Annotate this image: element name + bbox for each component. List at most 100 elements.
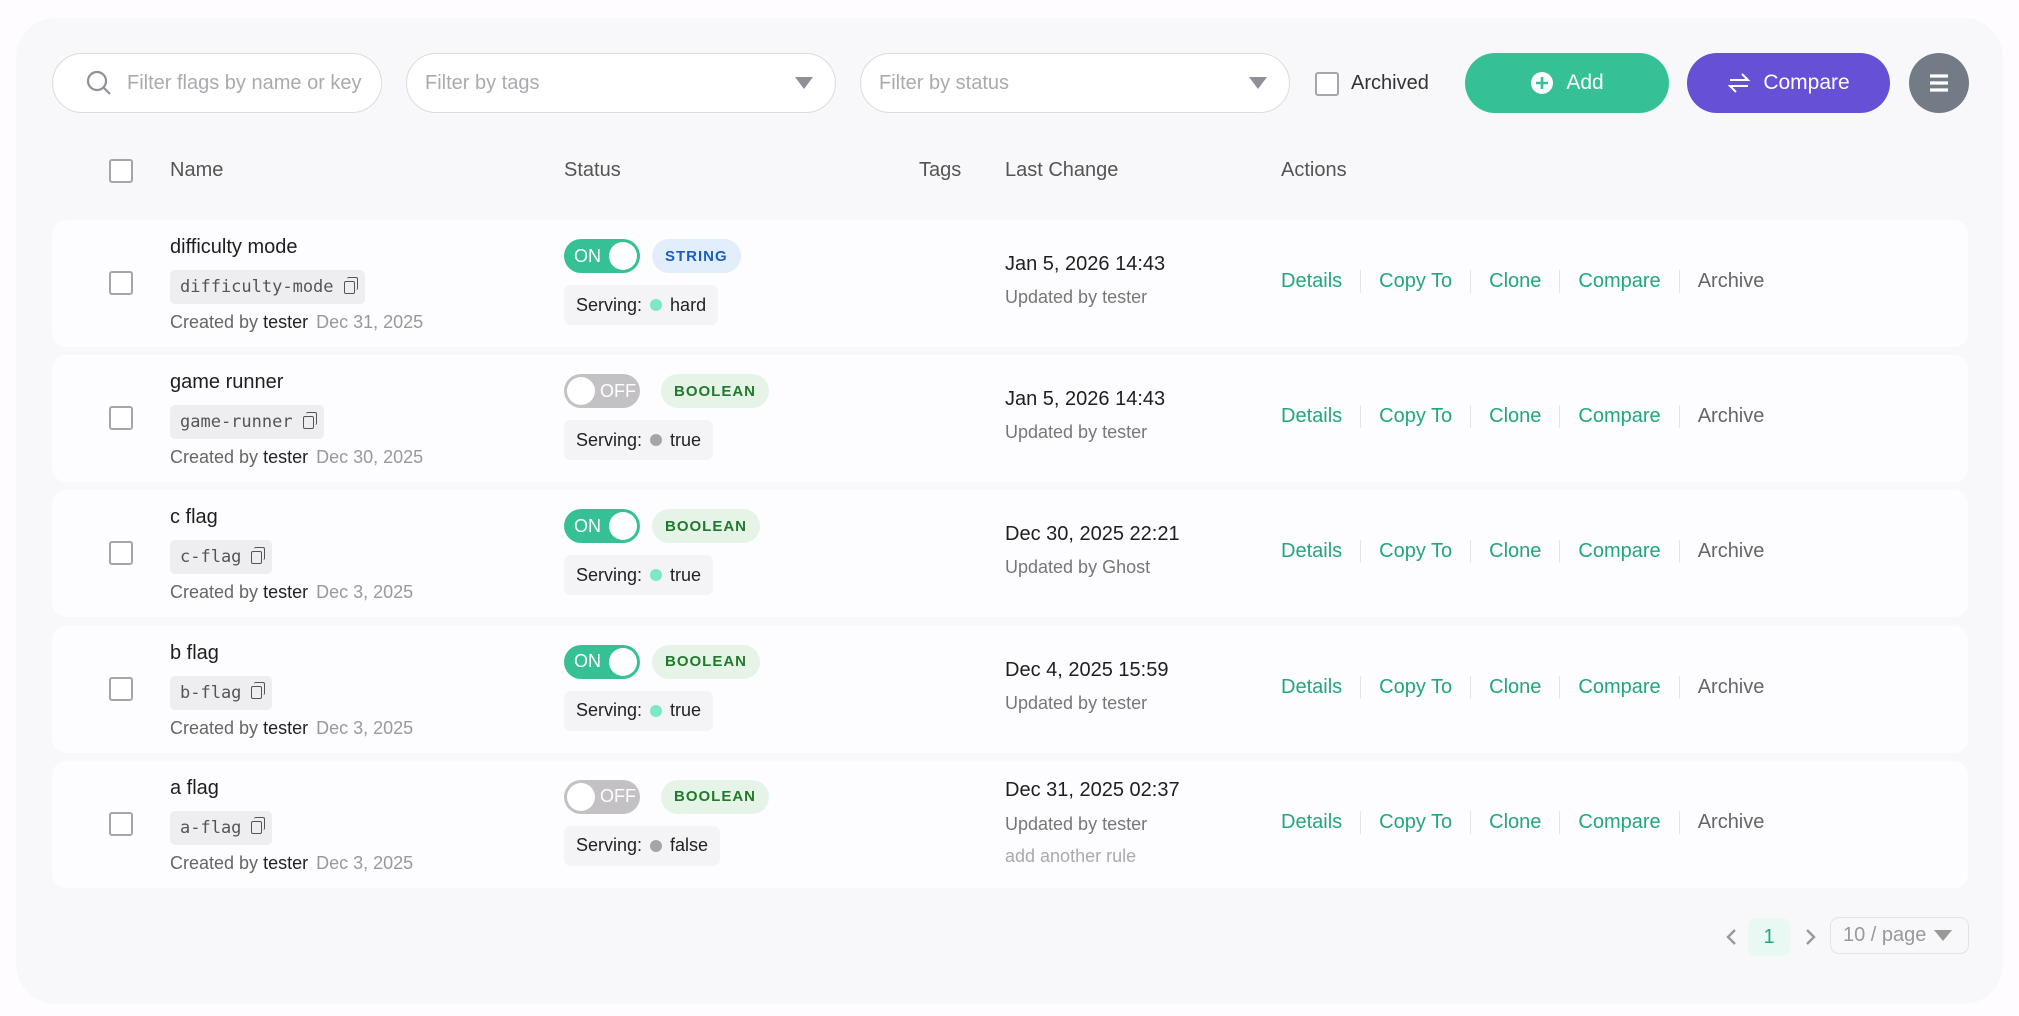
action-clone-link[interactable]: Clone	[1470, 405, 1559, 429]
status-toggle[interactable]: OFF	[564, 779, 640, 814]
action-details-link[interactable]: Details	[1281, 270, 1343, 292]
action-archive-link[interactable]: Archive	[1678, 810, 1783, 834]
compare-label: Compare	[1763, 71, 1850, 94]
action-copy-to-link[interactable]: Copy To	[1360, 810, 1470, 834]
status-filter[interactable]: Filter by status	[860, 53, 1290, 113]
tags-filter[interactable]: Filter by tags	[406, 53, 836, 113]
page-size-select[interactable]: 10 / page	[1830, 917, 1969, 954]
action-clone-link[interactable]: Clone	[1470, 675, 1559, 699]
hamburger-icon	[1930, 74, 1948, 92]
row-actions: Details Copy To Clone Compare Archive	[1281, 540, 1783, 564]
action-archive-link[interactable]: Archive	[1678, 270, 1783, 293]
row-actions: Details Copy To Clone Compare Archive	[1281, 810, 1783, 834]
action-clone-link[interactable]: Clone	[1470, 540, 1559, 564]
action-copy-to-link[interactable]: Copy To	[1360, 405, 1470, 429]
copy-icon[interactable]	[251, 682, 266, 700]
action-archive-link[interactable]: Archive	[1678, 405, 1783, 429]
table-row: b flag b-flag Created by tester Dec 3, 20…	[52, 625, 1968, 753]
row-checkbox[interactable]	[109, 271, 133, 295]
created-by: tester	[263, 447, 309, 468]
action-details-link[interactable]: Details	[1281, 810, 1343, 833]
flag-name[interactable]: game runner	[170, 371, 284, 394]
table-row: difficulty mode difficulty-mode Created …	[52, 220, 1968, 347]
action-details-link[interactable]: Details	[1281, 540, 1343, 563]
page-1-button[interactable]: 1	[1748, 918, 1790, 956]
prev-page-button[interactable]	[1722, 924, 1742, 950]
menu-button[interactable]	[1909, 53, 1969, 113]
flag-key: b-flag	[180, 682, 242, 703]
flag-key-chip: c-flag	[170, 540, 273, 575]
chevron-left-icon	[1726, 929, 1736, 945]
serving-dot	[650, 569, 663, 582]
action-details-link[interactable]: Details	[1281, 405, 1343, 428]
copy-icon[interactable]	[343, 276, 358, 294]
column-header-last-change[interactable]: Last Change	[1005, 159, 1119, 181]
action-compare-link[interactable]: Compare	[1559, 675, 1678, 699]
action-compare-link[interactable]: Compare	[1559, 540, 1678, 564]
action-compare-link[interactable]: Compare	[1559, 810, 1678, 834]
compare-button[interactable]: Compare	[1687, 53, 1890, 113]
serving-value: false	[670, 835, 709, 856]
flag-name[interactable]: difficulty mode	[170, 236, 298, 258]
action-compare-link[interactable]: Compare	[1559, 270, 1678, 293]
status-toggle[interactable]: ON	[564, 239, 640, 273]
page-size-value: 10 / page	[1843, 924, 1927, 946]
flag-key: a-flag	[180, 817, 242, 838]
column-header-name[interactable]: Name	[170, 159, 224, 181]
flag-key-chip: a-flag	[170, 810, 273, 845]
flag-name[interactable]: b flag	[170, 641, 219, 664]
created-by: tester	[263, 582, 309, 603]
toggle-knob	[567, 377, 595, 406]
add-button[interactable]: Add	[1465, 53, 1669, 113]
serving-label: Serving:	[576, 564, 643, 585]
row-checkbox[interactable]	[109, 541, 133, 566]
action-copy-to-link[interactable]: Copy To	[1360, 540, 1470, 564]
action-archive-link[interactable]: Archive	[1678, 540, 1783, 564]
updated-by: Updated by tester	[1005, 287, 1148, 307]
action-copy-to-link[interactable]: Copy To	[1360, 270, 1470, 293]
row-checkbox[interactable]	[109, 676, 133, 701]
updated-by: Updated by tester	[1005, 422, 1148, 443]
action-details-link[interactable]: Details	[1281, 675, 1343, 698]
toggle-label: OFF	[600, 786, 636, 807]
column-header-status: Status	[564, 159, 621, 181]
row-checkbox[interactable]	[109, 406, 133, 431]
search-input[interactable]: Filter flags by name or key	[52, 53, 382, 113]
table-row: a flag a-flag Created by tester Dec 3, 20…	[52, 760, 1968, 888]
flag-key-chip: b-flag	[170, 675, 273, 710]
action-copy-to-link[interactable]: Copy To	[1360, 675, 1470, 699]
row-checkbox[interactable]	[109, 811, 133, 836]
action-archive-link[interactable]: Archive	[1678, 675, 1783, 699]
copy-icon[interactable]	[251, 817, 266, 835]
table-row: game runner game-runner Created by teste…	[52, 355, 1968, 483]
status-toggle[interactable]: OFF	[564, 374, 640, 409]
toggle-label: ON	[574, 651, 601, 672]
serving-value: true	[670, 429, 702, 450]
status-toggle[interactable]: ON	[564, 644, 640, 679]
select-all-checkbox[interactable]	[109, 159, 133, 183]
flag-key-chip: game-runner	[170, 405, 324, 440]
toggle-label: ON	[574, 515, 601, 536]
serving-dot	[650, 704, 663, 717]
action-compare-link[interactable]: Compare	[1559, 405, 1678, 429]
flag-name[interactable]: a flag	[170, 776, 219, 799]
next-page-button[interactable]	[1800, 924, 1820, 950]
type-badge: BOOLEAN	[661, 374, 769, 409]
chevron-down-icon	[1249, 77, 1267, 89]
updated-by: Updated by tester	[1005, 692, 1148, 713]
flag-name[interactable]: c flag	[170, 506, 218, 529]
chevron-down-icon	[1934, 930, 1953, 941]
copy-icon[interactable]	[302, 411, 317, 429]
copy-icon[interactable]	[251, 546, 266, 564]
action-clone-link[interactable]: Clone	[1470, 810, 1559, 834]
last-change-date: Dec 4, 2025 15:59	[1005, 658, 1169, 681]
created-info: Created by tester Dec 30, 2025	[170, 447, 423, 468]
change-note: add another rule	[1005, 845, 1137, 866]
last-change-date: Jan 5, 2026 14:43	[1005, 253, 1166, 275]
action-clone-link[interactable]: Clone	[1470, 270, 1559, 293]
archived-checkbox[interactable]	[1315, 72, 1339, 96]
flag-key-chip: difficulty-mode	[170, 270, 365, 304]
status-toggle[interactable]: ON	[564, 509, 640, 544]
created-info: Created by tester Dec 31, 2025	[170, 312, 423, 333]
plus-circle-icon	[1531, 72, 1554, 94]
